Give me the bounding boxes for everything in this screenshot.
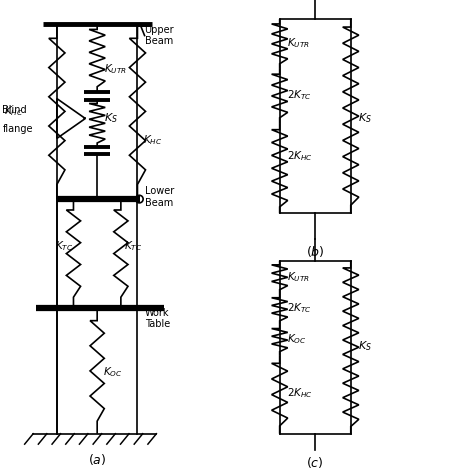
Text: $(c)$: $(c)$ xyxy=(306,455,324,470)
Text: $K_{UTR}$: $K_{UTR}$ xyxy=(104,62,127,76)
Text: $2K_{TC}$: $2K_{TC}$ xyxy=(287,301,312,315)
Text: $2K_{TC}$: $2K_{TC}$ xyxy=(287,88,312,102)
Text: Work
Table: Work Table xyxy=(145,308,170,329)
Text: $K_{TC}$: $K_{TC}$ xyxy=(55,239,73,254)
Text: Upper
Beam: Upper Beam xyxy=(145,25,174,46)
Text: $K_{OC}$: $K_{OC}$ xyxy=(287,332,307,346)
Text: $K_S$: $K_S$ xyxy=(104,111,118,126)
Text: $K_{TC}$: $K_{TC}$ xyxy=(124,239,143,254)
Text: $K_{HC}$: $K_{HC}$ xyxy=(143,133,163,147)
Text: $(b)$: $(b)$ xyxy=(306,244,325,259)
Text: $K_S$: $K_S$ xyxy=(358,339,372,353)
Text: $2K_{HC}$: $2K_{HC}$ xyxy=(287,149,313,164)
Text: Blind: Blind xyxy=(2,105,27,115)
Text: flange: flange xyxy=(2,124,33,134)
Text: Lower
Beam: Lower Beam xyxy=(145,186,174,208)
Text: $K_{UTR}$: $K_{UTR}$ xyxy=(287,270,310,284)
Text: $K_S$: $K_S$ xyxy=(358,111,372,126)
Text: $(a)$: $(a)$ xyxy=(88,452,106,467)
Text: $K_{HC}$: $K_{HC}$ xyxy=(4,104,23,118)
Text: $K_{UTR}$: $K_{UTR}$ xyxy=(287,36,310,50)
Text: $K_{OC}$: $K_{OC}$ xyxy=(103,365,123,379)
Text: $2K_{HC}$: $2K_{HC}$ xyxy=(287,386,313,401)
